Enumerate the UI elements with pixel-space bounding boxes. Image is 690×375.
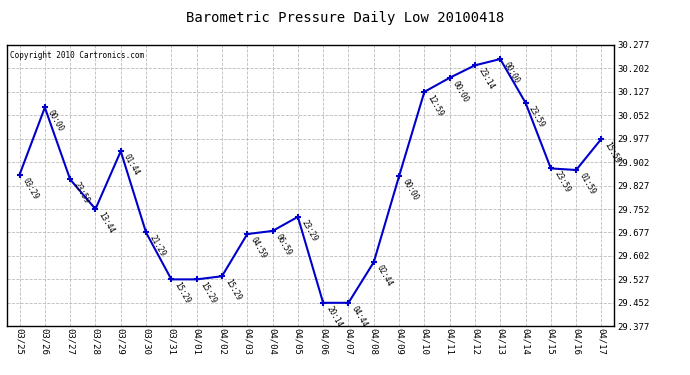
Text: 04:59: 04:59	[248, 236, 268, 260]
Text: 12:59: 12:59	[426, 93, 445, 118]
Text: 23:59: 23:59	[552, 170, 571, 194]
Text: 15:59: 15:59	[603, 140, 622, 165]
Text: Copyright 2010 Cartronics.com: Copyright 2010 Cartronics.com	[10, 51, 144, 60]
Text: 01:44: 01:44	[122, 153, 141, 177]
Text: 04:44: 04:44	[350, 304, 369, 329]
Text: 13:44: 13:44	[97, 210, 116, 235]
Text: 20:14: 20:14	[324, 304, 344, 329]
Text: 02:44: 02:44	[375, 264, 395, 288]
Text: 03:29: 03:29	[21, 176, 40, 201]
Text: 15:29: 15:29	[224, 278, 243, 302]
Text: 01:59: 01:59	[578, 171, 597, 196]
Text: 00:00: 00:00	[451, 79, 471, 104]
Text: 15:29: 15:29	[172, 281, 192, 305]
Text: 00:00: 00:00	[46, 109, 66, 134]
Text: 23:29: 23:29	[299, 218, 319, 243]
Text: 23:14: 23:14	[476, 67, 495, 91]
Text: 00:00: 00:00	[400, 178, 420, 202]
Text: 21:29: 21:29	[148, 234, 167, 258]
Text: 00:00: 00:00	[502, 60, 521, 85]
Text: 15:29: 15:29	[198, 281, 217, 305]
Text: 06:59: 06:59	[274, 232, 293, 257]
Text: 23:59: 23:59	[527, 104, 546, 129]
Text: 23:59: 23:59	[72, 181, 91, 205]
Text: Barometric Pressure Daily Low 20100418: Barometric Pressure Daily Low 20100418	[186, 11, 504, 25]
